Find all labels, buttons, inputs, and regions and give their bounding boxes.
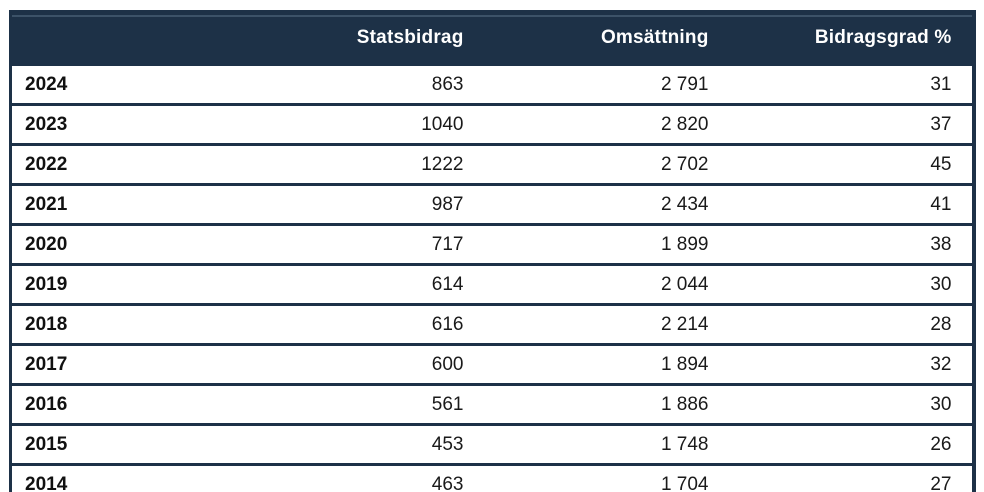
cell-omsattning: 2 791: [483, 63, 729, 105]
row-year: 2017: [10, 343, 239, 385]
header-row: Statsbidrag Omsättning Bidragsgrad %: [10, 11, 974, 65]
row-year: 2021: [10, 183, 239, 225]
table-row: 2023 1040 2 820 37: [10, 103, 974, 145]
table-row: 2017 600 1 894 32: [10, 343, 974, 385]
table-row: 2020 717 1 899 38: [10, 223, 974, 265]
row-year: 2024: [10, 63, 239, 105]
cell-bidragsgrad: 45: [728, 143, 974, 185]
cell-omsattning: 2 044: [483, 263, 729, 305]
row-year: 2020: [10, 223, 239, 265]
table-row: 2021 987 2 434 41: [10, 183, 974, 225]
cell-statsbidrag: 453: [238, 423, 484, 465]
table-row: 2016 561 1 886 30: [10, 383, 974, 425]
cell-statsbidrag: 987: [238, 183, 484, 225]
row-year: 2022: [10, 143, 239, 185]
cell-statsbidrag: 600: [238, 343, 484, 385]
header-year-empty: [10, 11, 239, 65]
table-row: 2015 453 1 748 26: [10, 423, 974, 465]
cell-statsbidrag: 561: [238, 383, 484, 425]
cell-statsbidrag: 717: [238, 223, 484, 265]
cell-omsattning: 2 702: [483, 143, 729, 185]
table-row: 2019 614 2 044 30: [10, 263, 974, 305]
cell-bidragsgrad: 41: [728, 183, 974, 225]
cell-bidragsgrad: 26: [728, 423, 974, 465]
cell-omsattning: 1 704: [483, 463, 729, 492]
cell-bidragsgrad: 32: [728, 343, 974, 385]
cell-statsbidrag: 863: [238, 63, 484, 105]
cell-statsbidrag: 1222: [238, 143, 484, 185]
cell-statsbidrag: 463: [238, 463, 484, 492]
cell-bidragsgrad: 31: [728, 63, 974, 105]
table-row: 2018 616 2 214 28: [10, 303, 974, 345]
cell-bidragsgrad: 38: [728, 223, 974, 265]
row-year: 2015: [10, 423, 239, 465]
row-year: 2014: [10, 463, 239, 492]
cell-omsattning: 2 820: [483, 103, 729, 145]
cell-bidragsgrad: 27: [728, 463, 974, 492]
cell-statsbidrag: 1040: [238, 103, 484, 145]
row-year: 2016: [10, 383, 239, 425]
row-year: 2018: [10, 303, 239, 345]
table-row: 2024 863 2 791 31: [10, 63, 974, 105]
row-year: 2019: [10, 263, 239, 305]
table-row: 2022 1222 2 702 45: [10, 143, 974, 185]
cell-omsattning: 1 894: [483, 343, 729, 385]
header-omsattning: Omsättning: [483, 11, 729, 65]
cell-bidragsgrad: 28: [728, 303, 974, 345]
row-year: 2023: [10, 103, 239, 145]
cell-omsattning: 2 434: [483, 183, 729, 225]
table-row: 2014 463 1 704 27: [10, 463, 974, 492]
cell-bidragsgrad: 37: [728, 103, 974, 145]
cell-omsattning: 1 886: [483, 383, 729, 425]
cell-omsattning: 1 899: [483, 223, 729, 265]
header-bidragsgrad: Bidragsgrad %: [728, 11, 974, 65]
cell-bidragsgrad: 30: [728, 263, 974, 305]
cell-bidragsgrad: 30: [728, 383, 974, 425]
cell-statsbidrag: 614: [238, 263, 484, 305]
cell-omsattning: 2 214: [483, 303, 729, 345]
cell-statsbidrag: 616: [238, 303, 484, 345]
statsbidrag-table: Statsbidrag Omsättning Bidragsgrad % 202…: [9, 10, 976, 492]
header-statsbidrag: Statsbidrag: [238, 11, 484, 65]
cell-omsattning: 1 748: [483, 423, 729, 465]
